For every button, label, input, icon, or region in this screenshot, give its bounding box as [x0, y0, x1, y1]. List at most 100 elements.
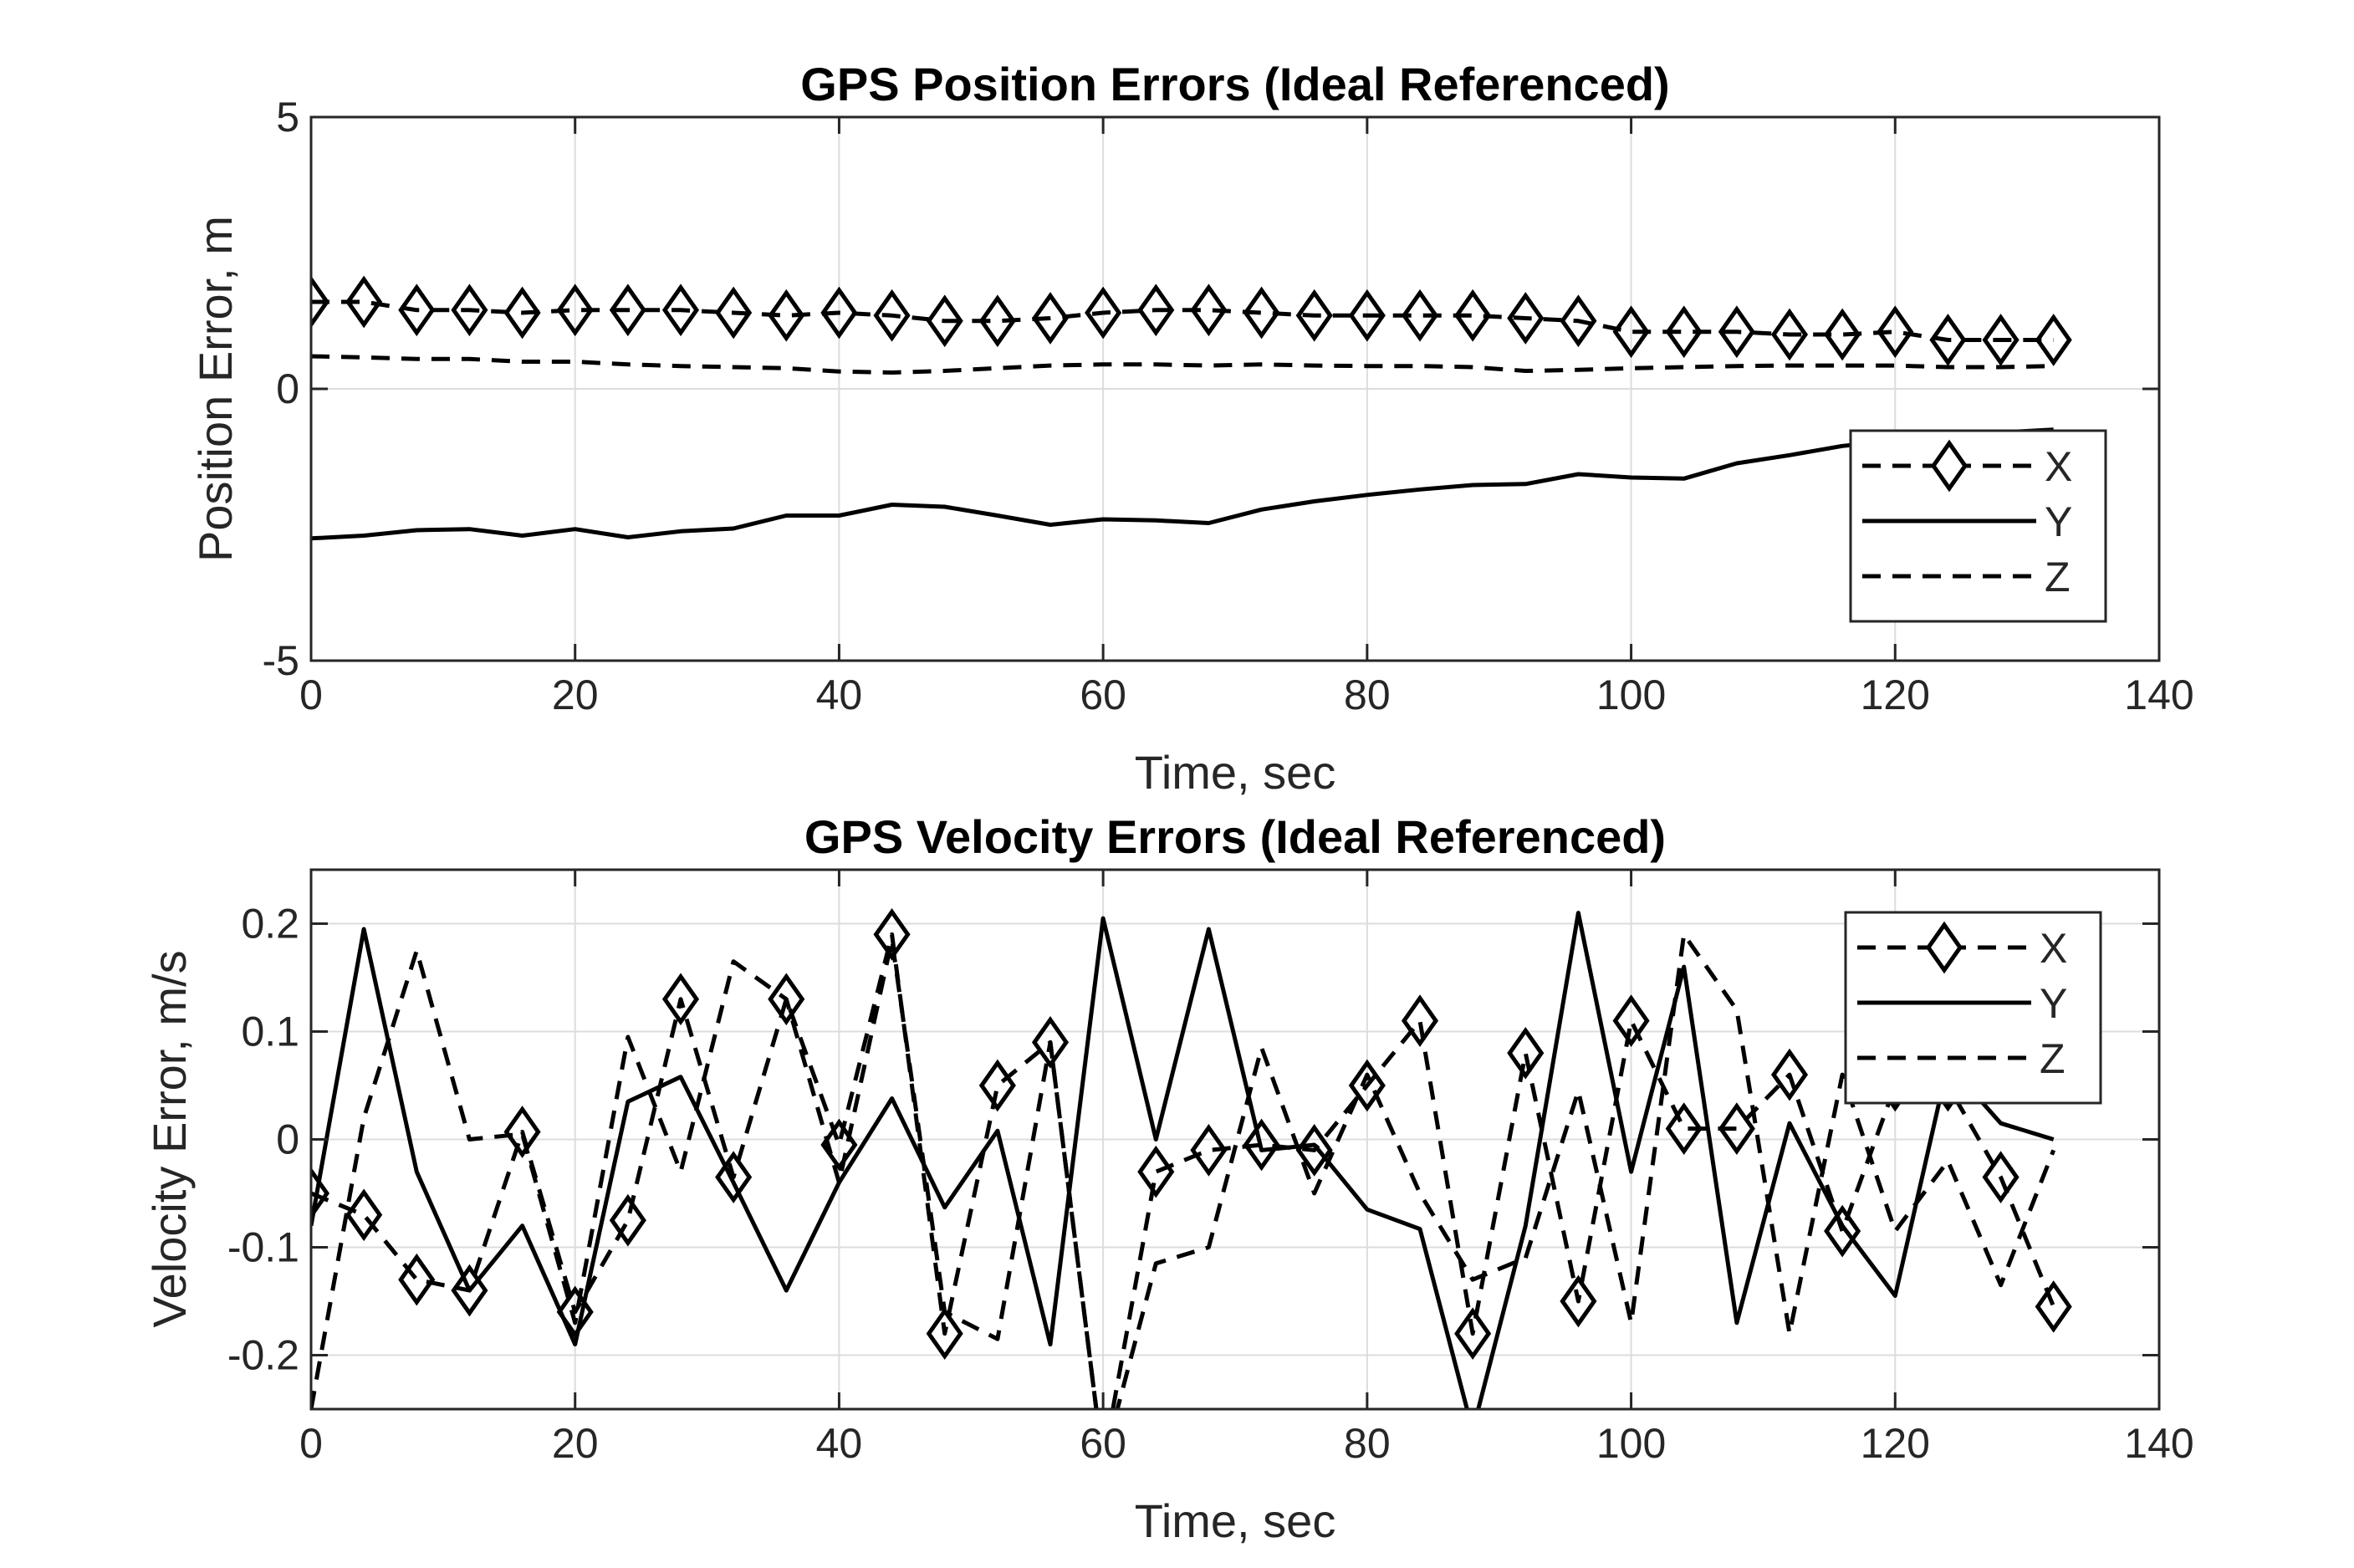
data-point-x [1243, 286, 1280, 340]
legend-box [1849, 429, 2107, 623]
y-tick-label: 0.2 [241, 901, 299, 947]
data-point-x [1560, 294, 1597, 348]
legend-marker-x [1925, 921, 1963, 974]
data-point-x [1031, 1016, 1070, 1069]
data-point-x [2035, 314, 2072, 366]
legend-label-x: X [2040, 925, 2067, 972]
data-point-x [768, 289, 805, 342]
data-point-x [1929, 314, 1967, 366]
data-point-x [1560, 1274, 1597, 1328]
legend-box [1844, 911, 2102, 1105]
data-point-x [345, 275, 383, 329]
legend-label-x: X [2045, 443, 2072, 490]
legend-label-y: Y [2040, 980, 2067, 1027]
data-point-x [926, 294, 963, 348]
series-group [311, 908, 2072, 1409]
series-line-y [311, 911, 2055, 1409]
data-point-x [1770, 1048, 1809, 1101]
data-point-x [1824, 1204, 1861, 1258]
data-point-x [768, 973, 805, 1026]
y-tick-label: 0.1 [241, 1009, 299, 1055]
data-point-x [398, 283, 436, 337]
data-point-x [926, 1307, 963, 1361]
data-point-x [1877, 305, 1914, 359]
data-point-x [978, 1059, 1016, 1112]
x-tick-label: 40 [816, 672, 863, 718]
series-line-z [311, 932, 2056, 1409]
series-line-x [311, 299, 2054, 342]
data-point-x [1454, 1307, 1492, 1361]
data-point-x [1348, 1059, 1386, 1112]
data-point-x [1507, 292, 1545, 345]
data-point-x [978, 294, 1016, 348]
velocity-error-chart: GPS Velocity Errors (Ideal Referenced) 0… [143, 810, 2194, 1547]
data-point-x [1137, 1145, 1175, 1198]
x-axis-label: Time, sec [1135, 746, 1336, 799]
x-tick-label: 100 [1596, 672, 1666, 718]
x-tick-label: 140 [2124, 1420, 2193, 1467]
data-point-x [715, 286, 753, 340]
data-point-x [1401, 994, 1439, 1047]
data-point-x [1190, 1124, 1228, 1177]
data-point-x [1243, 1118, 1280, 1172]
data-point-x [1982, 314, 2020, 366]
x-tick-label: 100 [1596, 1420, 1666, 1467]
x-tick-label: 60 [1080, 1420, 1126, 1467]
legend-label-y: Y [2045, 498, 2072, 545]
data-point-x [1137, 283, 1175, 337]
data-point-x [311, 1167, 330, 1220]
data-point-x [1824, 308, 1861, 361]
data-point-x [503, 1106, 541, 1158]
data-point-x [503, 286, 541, 340]
data-point-x [556, 283, 594, 337]
data-point-x [2035, 1280, 2072, 1333]
data-point-x [1507, 1026, 1545, 1080]
data-point-x [1770, 308, 1809, 361]
legend-label-z: Z [2045, 554, 2071, 600]
data-point-x [873, 289, 911, 342]
data-point-x [1718, 305, 1755, 359]
data-point-x [1348, 289, 1386, 342]
series-line-x [311, 932, 2056, 1409]
data-point-x [820, 286, 858, 340]
y-tick-label: -0.2 [227, 1332, 299, 1379]
y-tick-label: 5 [276, 94, 299, 140]
series-line-y [311, 427, 2054, 541]
data-point-x [873, 908, 911, 961]
ticks: 0 20 40 60 80 100 120 140 -0.2 -0.1 0 0.1 0.2 [227, 870, 2194, 1467]
chart-title: GPS Velocity Errors (Ideal Referenced) [804, 810, 1666, 863]
x-tick-label: 20 [552, 672, 599, 718]
x-tick-label: 20 [552, 1420, 599, 1467]
data-point-x [398, 1253, 436, 1306]
series-group [311, 275, 2072, 541]
data-point-x [1982, 1151, 2020, 1203]
x-tick-label: 120 [1861, 1420, 1930, 1467]
series-line-z [311, 354, 2054, 375]
x-tick-label: 40 [816, 1420, 863, 1467]
data-point-x [451, 283, 488, 337]
x-axis-label: Time, sec [1135, 1494, 1336, 1547]
data-point-x [311, 275, 330, 329]
data-point-x [661, 973, 700, 1026]
grid [311, 117, 2159, 661]
data-point-x [451, 1264, 488, 1317]
y-axis-label: Position Error, m [189, 216, 242, 562]
data-point-x [609, 1193, 646, 1247]
x-tick-label: 80 [1344, 1420, 1391, 1467]
chart-title: GPS Position Errors (Ideal Referenced) [800, 58, 1669, 110]
legend: XYZ [1844, 911, 2102, 1105]
data-point-x [1401, 289, 1439, 342]
data-point-x [715, 1151, 753, 1203]
data-point-x [609, 283, 646, 337]
x-tick-label: 0 [299, 672, 323, 718]
data-point-x [345, 1188, 383, 1242]
data-point-x [1295, 1124, 1333, 1177]
y-tick-label: -0.1 [227, 1224, 299, 1271]
data-point-x [1718, 1102, 1755, 1155]
position-error-chart: GPS Position Errors (Ideal Referenced) 0… [189, 58, 2194, 799]
legend-marker-x [1930, 439, 1968, 493]
data-point-x [1612, 305, 1650, 359]
data-point-x [1665, 1102, 1703, 1155]
x-tick-label: 60 [1080, 672, 1126, 718]
